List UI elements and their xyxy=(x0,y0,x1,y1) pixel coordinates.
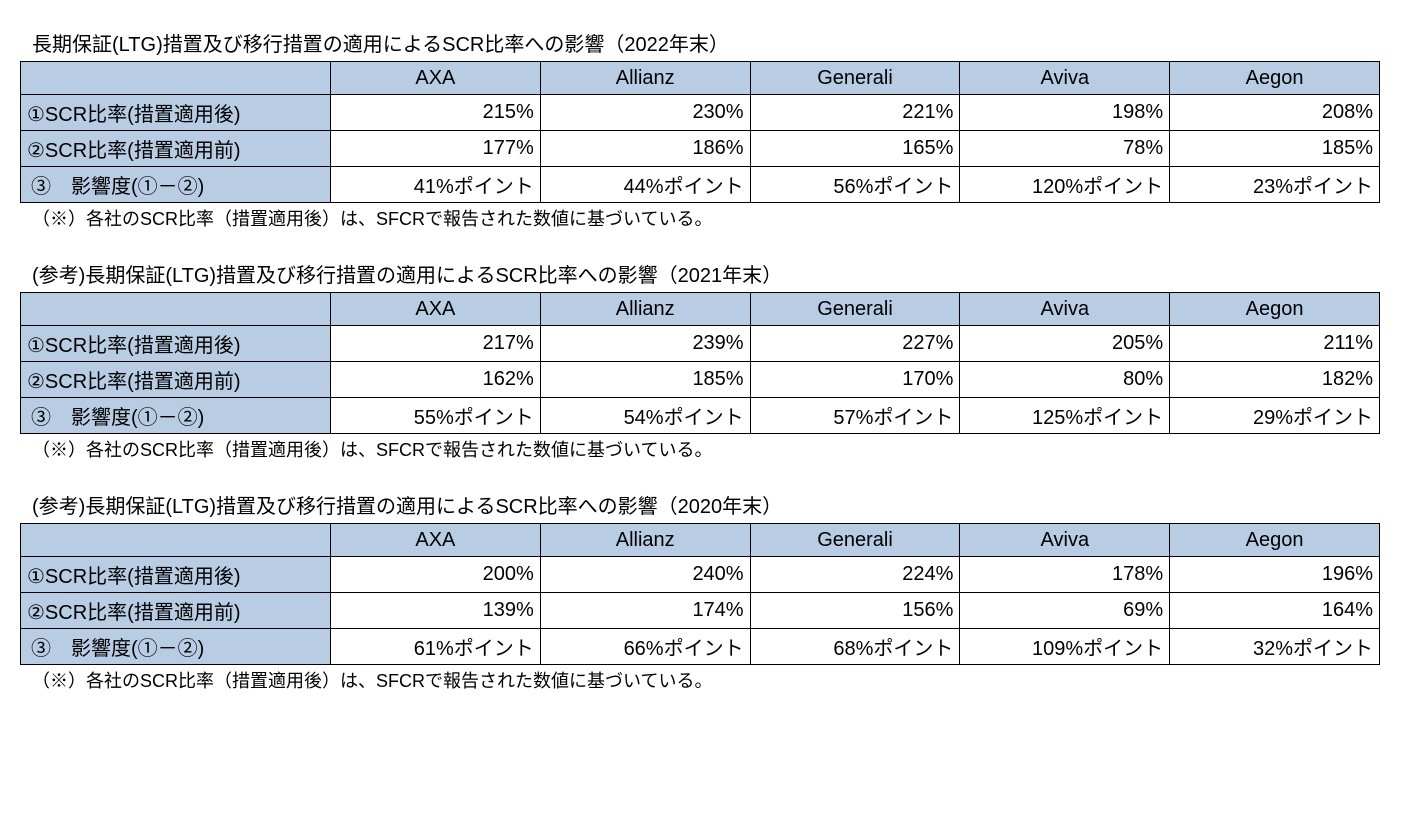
cell: 211% xyxy=(1170,326,1380,362)
cell: 57%ポイント xyxy=(750,398,960,434)
cell: 162% xyxy=(331,362,541,398)
cell: 55%ポイント xyxy=(331,398,541,434)
cell: 80% xyxy=(960,362,1170,398)
cell: 164% xyxy=(1170,593,1380,629)
cell: 56%ポイント xyxy=(750,167,960,203)
col-head-generali: Generali xyxy=(750,524,960,557)
table-header-row: AXA Allianz Generali Aviva Aegon xyxy=(21,293,1380,326)
cell: 44%ポイント xyxy=(540,167,750,203)
footnote-2021: （※）各社のSCR比率（措置適用後）は、SFCRで報告された数値に基づいている。 xyxy=(32,436,1393,462)
cell: 66%ポイント xyxy=(540,629,750,665)
cell: 215% xyxy=(331,95,541,131)
cell: 139% xyxy=(331,593,541,629)
cell: 165% xyxy=(750,131,960,167)
footnote-2020: （※）各社のSCR比率（措置適用後）は、SFCRで報告された数値に基づいている。 xyxy=(32,667,1393,693)
cell: 205% xyxy=(960,326,1170,362)
cell: 68%ポイント xyxy=(750,629,960,665)
row-head-impact: ③ 影響度(①－②) xyxy=(21,629,331,665)
row-head-after: ①SCR比率(措置適用後) xyxy=(21,326,331,362)
corner-cell xyxy=(21,62,331,95)
table-row: ②SCR比率(措置適用前) 139% 174% 156% 69% 164% xyxy=(21,593,1380,629)
row-head-impact: ③ 影響度(①－②) xyxy=(21,398,331,434)
cell: 23%ポイント xyxy=(1170,167,1380,203)
col-head-aegon: Aegon xyxy=(1170,524,1380,557)
col-head-allianz: Allianz xyxy=(540,293,750,326)
cell: 182% xyxy=(1170,362,1380,398)
table-row: ①SCR比率(措置適用後) 200% 240% 224% 178% 196% xyxy=(21,557,1380,593)
table-row: ②SCR比率(措置適用前) 177% 186% 165% 78% 185% xyxy=(21,131,1380,167)
cell: 156% xyxy=(750,593,960,629)
table-title-2021: (参考)長期保証(LTG)措置及び移行措置の適用によるSCR比率への影響（202… xyxy=(32,259,1393,288)
table-title-2020: (参考)長期保証(LTG)措置及び移行措置の適用によるSCR比率への影響（202… xyxy=(32,490,1393,519)
cell: 185% xyxy=(1170,131,1380,167)
table-header-row: AXA Allianz Generali Aviva Aegon xyxy=(21,524,1380,557)
table-row: ③ 影響度(①－②) 41%ポイント 44%ポイント 56%ポイント 120%ポ… xyxy=(21,167,1380,203)
col-head-aegon: Aegon xyxy=(1170,62,1380,95)
cell: 240% xyxy=(540,557,750,593)
cell: 221% xyxy=(750,95,960,131)
row-head-after: ①SCR比率(措置適用後) xyxy=(21,557,331,593)
scr-table-2021: AXA Allianz Generali Aviva Aegon ①SCR比率(… xyxy=(20,292,1380,434)
scr-table-2022: AXA Allianz Generali Aviva Aegon ①SCR比率(… xyxy=(20,61,1380,203)
cell: 239% xyxy=(540,326,750,362)
col-head-allianz: Allianz xyxy=(540,524,750,557)
cell: 224% xyxy=(750,557,960,593)
table-row: ①SCR比率(措置適用後) 215% 230% 221% 198% 208% xyxy=(21,95,1380,131)
col-head-axa: AXA xyxy=(331,293,541,326)
cell: 54%ポイント xyxy=(540,398,750,434)
cell: 78% xyxy=(960,131,1170,167)
cell: 208% xyxy=(1170,95,1380,131)
table-row: ②SCR比率(措置適用前) 162% 185% 170% 80% 182% xyxy=(21,362,1380,398)
cell: 41%ポイント xyxy=(331,167,541,203)
cell: 217% xyxy=(331,326,541,362)
table-row: ③ 影響度(①－②) 61%ポイント 66%ポイント 68%ポイント 109%ポ… xyxy=(21,629,1380,665)
cell: 177% xyxy=(331,131,541,167)
col-head-axa: AXA xyxy=(331,524,541,557)
cell: 120%ポイント xyxy=(960,167,1170,203)
cell: 186% xyxy=(540,131,750,167)
cell: 109%ポイント xyxy=(960,629,1170,665)
col-head-aegon: Aegon xyxy=(1170,293,1380,326)
cell: 174% xyxy=(540,593,750,629)
cell: 29%ポイント xyxy=(1170,398,1380,434)
col-head-generali: Generali xyxy=(750,62,960,95)
col-head-allianz: Allianz xyxy=(540,62,750,95)
row-head-before: ②SCR比率(措置適用前) xyxy=(21,362,331,398)
cell: 200% xyxy=(331,557,541,593)
corner-cell xyxy=(21,524,331,557)
table-title-2022: 長期保証(LTG)措置及び移行措置の適用によるSCR比率への影響（2022年末） xyxy=(32,28,1393,57)
cell: 32%ポイント xyxy=(1170,629,1380,665)
col-head-axa: AXA xyxy=(331,62,541,95)
row-head-impact: ③ 影響度(①－②) xyxy=(21,167,331,203)
row-head-before: ②SCR比率(措置適用前) xyxy=(21,131,331,167)
cell: 227% xyxy=(750,326,960,362)
col-head-generali: Generali xyxy=(750,293,960,326)
corner-cell xyxy=(21,293,331,326)
col-head-aviva: Aviva xyxy=(960,62,1170,95)
cell: 198% xyxy=(960,95,1170,131)
col-head-aviva: Aviva xyxy=(960,524,1170,557)
scr-table-2020: AXA Allianz Generali Aviva Aegon ①SCR比率(… xyxy=(20,523,1380,665)
cell: 170% xyxy=(750,362,960,398)
cell: 178% xyxy=(960,557,1170,593)
row-head-after: ①SCR比率(措置適用後) xyxy=(21,95,331,131)
cell: 69% xyxy=(960,593,1170,629)
cell: 61%ポイント xyxy=(331,629,541,665)
cell: 125%ポイント xyxy=(960,398,1170,434)
footnote-2022: （※）各社のSCR比率（措置適用後）は、SFCRで報告された数値に基づいている。 xyxy=(32,205,1393,231)
cell: 230% xyxy=(540,95,750,131)
table-row: ③ 影響度(①－②) 55%ポイント 54%ポイント 57%ポイント 125%ポ… xyxy=(21,398,1380,434)
col-head-aviva: Aviva xyxy=(960,293,1170,326)
cell: 196% xyxy=(1170,557,1380,593)
cell: 185% xyxy=(540,362,750,398)
table-row: ①SCR比率(措置適用後) 217% 239% 227% 205% 211% xyxy=(21,326,1380,362)
row-head-before: ②SCR比率(措置適用前) xyxy=(21,593,331,629)
table-header-row: AXA Allianz Generali Aviva Aegon xyxy=(21,62,1380,95)
